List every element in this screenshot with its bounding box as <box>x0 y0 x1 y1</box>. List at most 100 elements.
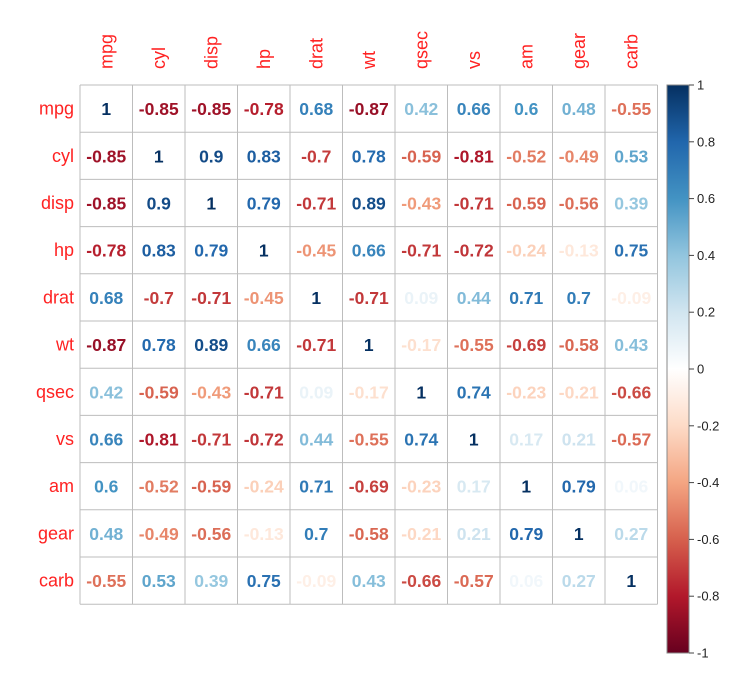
correlation-value-qsec-vs: 0.74 <box>457 382 491 402</box>
row-label-carb: carb <box>39 571 74 591</box>
correlation-value-hp-drat: -0.45 <box>296 241 336 261</box>
correlation-value-vs-mpg: 0.66 <box>89 430 123 450</box>
correlation-value-cyl-mpg: -0.85 <box>86 146 126 166</box>
correlation-value-am-cyl: -0.52 <box>139 477 179 497</box>
correlation-value-wt-hp: 0.66 <box>247 335 281 355</box>
correlation-value-qsec-disp: -0.43 <box>191 382 231 402</box>
correlation-value-carb-am: 0.06 <box>509 571 543 591</box>
colorbar-tick-label: 0.6 <box>697 191 715 206</box>
correlation-value-drat-mpg: 0.68 <box>89 288 123 308</box>
correlation-value-carb-drat: -0.09 <box>296 571 336 591</box>
column-label-hp: hp <box>254 49 274 69</box>
colorbar <box>666 84 690 654</box>
correlation-value-mpg-carb: -0.55 <box>611 99 651 119</box>
correlation-value-gear-cyl: -0.49 <box>139 524 179 544</box>
column-label-gear: gear <box>569 33 589 69</box>
correlation-value-wt-cyl: 0.78 <box>142 335 176 355</box>
correlation-value-disp-mpg: -0.85 <box>86 194 126 214</box>
column-label-wt: wt <box>359 51 379 70</box>
correlation-value-disp-gear: -0.56 <box>559 194 599 214</box>
correlation-value-cyl-qsec: -0.59 <box>401 146 441 166</box>
row-label-vs: vs <box>56 429 74 449</box>
correlation-value-vs-vs: 1 <box>469 430 479 450</box>
correlation-value-mpg-am: 0.6 <box>514 99 539 119</box>
correlation-value-mpg-hp: -0.78 <box>244 99 284 119</box>
correlation-value-gear-wt: -0.58 <box>349 524 389 544</box>
color-legend: 1 0.8 0.6 0.4 0.2 0 -0.2 -0.4 -0.6 -0.8 -1 <box>666 78 719 661</box>
correlation-value-disp-hp: 0.79 <box>247 194 281 214</box>
correlation-value-cyl-disp: 0.9 <box>199 146 224 166</box>
row-label-mpg: mpg <box>39 99 74 119</box>
colorbar-tick-label: 1 <box>697 78 704 93</box>
colorbar-tick-label: -0.8 <box>697 589 719 604</box>
correlation-value-drat-cyl: -0.7 <box>144 288 174 308</box>
correlation-value-mpg-qsec: 0.42 <box>404 99 438 119</box>
correlation-value-qsec-wt: -0.17 <box>349 382 389 402</box>
correlation-value-disp-cyl: 0.9 <box>147 194 172 214</box>
row-label-qsec: qsec <box>36 382 74 402</box>
correlation-value-vs-carb: -0.57 <box>611 430 651 450</box>
correlation-value-hp-hp: 1 <box>259 241 269 261</box>
row-label-gear: gear <box>38 523 74 543</box>
correlation-value-wt-wt: 1 <box>364 335 374 355</box>
correlation-value-hp-disp: 0.79 <box>194 241 228 261</box>
correlation-value-gear-am: 0.79 <box>509 524 543 544</box>
row-label-cyl: cyl <box>52 146 74 166</box>
correlation-value-mpg-vs: 0.66 <box>457 99 491 119</box>
correlation-value-gear-disp: -0.56 <box>191 524 231 544</box>
correlation-value-qsec-mpg: 0.42 <box>89 382 123 402</box>
correlation-value-vs-disp: -0.71 <box>191 430 231 450</box>
correlation-value-mpg-gear: 0.48 <box>562 99 596 119</box>
correlation-value-cyl-gear: -0.49 <box>559 146 599 166</box>
correlation-value-wt-disp: 0.89 <box>194 335 228 355</box>
row-label-wt: wt <box>55 335 74 355</box>
correlation-value-carb-vs: -0.57 <box>454 571 494 591</box>
correlation-value-am-am: 1 <box>521 477 531 497</box>
column-label-am: am <box>516 44 536 69</box>
correlation-value-wt-gear: -0.58 <box>559 335 599 355</box>
correlation-value-hp-vs: -0.72 <box>454 241 494 261</box>
correlation-value-am-wt: -0.69 <box>349 477 389 497</box>
correlation-value-gear-drat: 0.7 <box>304 524 328 544</box>
correlation-value-qsec-am: -0.23 <box>506 382 546 402</box>
correlation-value-carb-wt: 0.43 <box>352 571 386 591</box>
correlation-value-vs-am: 0.17 <box>509 430 543 450</box>
correlation-value-gear-gear: 1 <box>574 524 584 544</box>
correlation-value-gear-vs: 0.21 <box>457 524 491 544</box>
correlation-value-am-vs: 0.17 <box>457 477 491 497</box>
correlation-value-drat-am: 0.71 <box>509 288 543 308</box>
correlation-value-vs-drat: 0.44 <box>299 430 333 450</box>
correlation-value-drat-hp: -0.45 <box>244 288 284 308</box>
correlation-value-cyl-hp: 0.83 <box>247 146 281 166</box>
correlation-value-mpg-cyl: -0.85 <box>139 99 179 119</box>
correlation-value-hp-carb: 0.75 <box>614 241 648 261</box>
correlation-value-disp-vs: -0.71 <box>454 194 494 214</box>
correlation-value-am-carb: 0.06 <box>614 477 648 497</box>
correlation-value-vs-qsec: 0.74 <box>404 430 438 450</box>
correlation-value-qsec-qsec: 1 <box>416 382 426 402</box>
correlation-value-am-gear: 0.79 <box>562 477 596 497</box>
correlation-value-am-mpg: 0.6 <box>94 477 119 497</box>
correlation-value-am-drat: 0.71 <box>299 477 333 497</box>
correlation-value-cyl-cyl: 1 <box>154 146 164 166</box>
correlation-value-carb-carb: 1 <box>626 571 636 591</box>
correlation-value-vs-wt: -0.55 <box>349 430 389 450</box>
correlation-value-disp-drat: -0.71 <box>296 194 336 214</box>
correlation-value-drat-gear: 0.7 <box>567 288 591 308</box>
correlation-value-hp-gear: -0.13 <box>559 241 599 261</box>
correlation-value-disp-am: -0.59 <box>506 194 546 214</box>
colorbar-tick-label: -0.6 <box>697 532 719 547</box>
correlation-value-carb-gear: 0.27 <box>562 571 596 591</box>
correlation-value-gear-carb: 0.27 <box>614 524 648 544</box>
row-label-drat: drat <box>43 287 74 307</box>
correlation-value-vs-gear: 0.21 <box>562 430 596 450</box>
correlation-value-drat-carb: -0.09 <box>611 288 651 308</box>
correlation-value-drat-vs: 0.44 <box>457 288 491 308</box>
column-labels: mpg cyl disp hp drat wt qsec vs am gear carb <box>96 31 641 70</box>
correlation-value-mpg-wt: -0.87 <box>349 99 389 119</box>
correlation-value-qsec-hp: -0.71 <box>244 382 284 402</box>
row-label-hp: hp <box>54 240 74 260</box>
correlation-value-gear-mpg: 0.48 <box>89 524 123 544</box>
correlation-value-drat-drat: 1 <box>311 288 321 308</box>
